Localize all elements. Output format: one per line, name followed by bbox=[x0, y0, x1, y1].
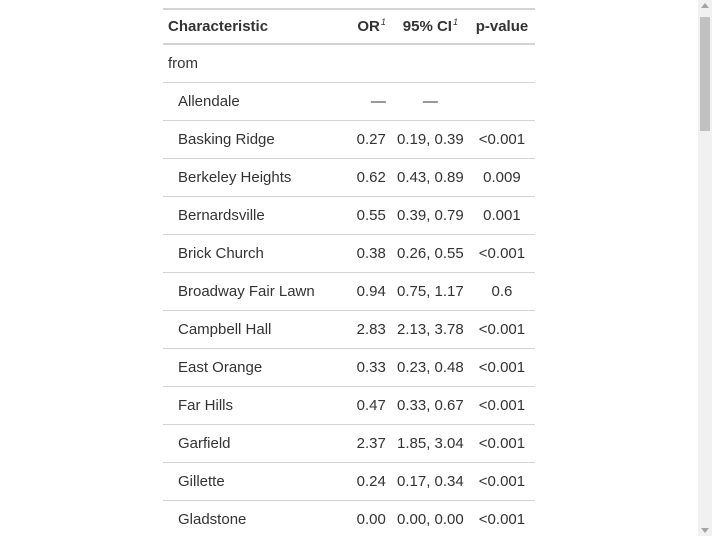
header-characteristic: Characteristic bbox=[163, 9, 349, 45]
row-p-value bbox=[468, 82, 535, 121]
header-p-value: p-value bbox=[468, 9, 535, 45]
row-or-value: 0.55 bbox=[348, 196, 392, 235]
row-p-value: <0.001 bbox=[468, 310, 535, 349]
row-or-value: 0.94 bbox=[348, 272, 392, 311]
table-row: Allendale — — bbox=[163, 82, 535, 121]
regression-table: Characteristic OR1 95% CI1 p-value from A… bbox=[163, 8, 535, 536]
table-body: from Allendale — — Basking Ridge 0.27 0.19, 0.… bbox=[163, 44, 535, 536]
regression-table-container: Characteristic OR1 95% CI1 p-value from A… bbox=[163, 8, 535, 536]
row-p-value: <0.001 bbox=[468, 500, 535, 536]
row-or-value: 0.38 bbox=[348, 234, 392, 273]
table-row: Gladstone 0.00 0.00, 0.00 <0.001 bbox=[163, 500, 535, 536]
header-p-value-label: p-value bbox=[475, 18, 529, 35]
row-label: Gillette bbox=[163, 462, 349, 501]
table-header: Characteristic OR1 95% CI1 p-value bbox=[163, 9, 535, 45]
row-ci-value: 0.00, 0.00 bbox=[391, 500, 469, 536]
table-row: East Orange 0.33 0.23, 0.48 <0.001 bbox=[163, 348, 535, 387]
table-row: Garfield 2.37 1.85, 3.04 <0.001 bbox=[163, 424, 535, 463]
row-p-value: <0.001 bbox=[468, 424, 535, 463]
header-or-label: OR bbox=[357, 18, 380, 35]
row-p-value: <0.001 bbox=[468, 462, 535, 501]
row-or-value: 2.37 bbox=[348, 424, 392, 463]
row-or-value: — bbox=[348, 82, 392, 121]
row-or-value: 0.27 bbox=[348, 120, 392, 159]
row-label: Gladstone bbox=[163, 500, 349, 536]
row-p-value: <0.001 bbox=[468, 234, 535, 273]
row-p-value: 0.6 bbox=[468, 272, 535, 311]
table-row: Brick Church 0.38 0.26, 0.55 <0.001 bbox=[163, 234, 535, 273]
row-label: Berkeley Heights bbox=[163, 158, 349, 197]
row-ci-value: 0.26, 0.55 bbox=[391, 234, 469, 273]
header-row: Characteristic OR1 95% CI1 p-value bbox=[163, 9, 535, 45]
header-ci-footnote: 1 bbox=[452, 17, 458, 27]
table-row: Broadway Fair Lawn 0.94 0.75, 1.17 0.6 bbox=[163, 272, 535, 311]
row-or-value: 2.83 bbox=[348, 310, 392, 349]
table-row: Gillette 0.24 0.17, 0.34 <0.001 bbox=[163, 462, 535, 501]
row-or-value: 0.24 bbox=[348, 462, 392, 501]
row-label: Allendale bbox=[163, 82, 349, 121]
table-row: Campbell Hall 2.83 2.13, 3.78 <0.001 bbox=[163, 310, 535, 349]
row-ci-value: 0.75, 1.17 bbox=[391, 272, 469, 311]
row-or-value: 0.33 bbox=[348, 348, 392, 387]
row-label: Brick Church bbox=[163, 234, 349, 273]
row-ci-value: 0.43, 0.89 bbox=[391, 158, 469, 197]
row-or-value: 0.62 bbox=[348, 158, 392, 197]
row-ci-value: 0.39, 0.79 bbox=[391, 196, 469, 235]
row-ci-value: 0.33, 0.67 bbox=[391, 386, 469, 425]
row-p-value: <0.001 bbox=[468, 386, 535, 425]
row-ci-value: 1.85, 3.04 bbox=[391, 424, 469, 463]
row-ci-value: 2.13, 3.78 bbox=[391, 310, 469, 349]
row-label: from bbox=[163, 44, 349, 83]
row-label: Campbell Hall bbox=[163, 310, 349, 349]
header-characteristic-label: Characteristic bbox=[168, 18, 269, 35]
table-row: Bernardsville 0.55 0.39, 0.79 0.001 bbox=[163, 196, 535, 235]
row-ci-value: 0.23, 0.48 bbox=[391, 348, 469, 387]
row-label: Garfield bbox=[163, 424, 349, 463]
chevron-down-icon[interactable] bbox=[701, 528, 709, 533]
header-ci: 95% CI1 bbox=[391, 9, 469, 45]
row-ci-value: 0.19, 0.39 bbox=[391, 120, 469, 159]
header-or-footnote: 1 bbox=[380, 17, 386, 27]
row-ci-value: 0.17, 0.34 bbox=[391, 462, 469, 501]
table-row: Far Hills 0.47 0.33, 0.67 <0.001 bbox=[163, 386, 535, 425]
table-row: Berkeley Heights 0.62 0.43, 0.89 0.009 bbox=[163, 158, 535, 197]
row-label: Basking Ridge bbox=[163, 120, 349, 159]
row-or-value: 0.47 bbox=[348, 386, 392, 425]
table-row: from bbox=[163, 44, 535, 83]
header-ci-label: 95% CI bbox=[402, 18, 452, 35]
row-label: Bernardsville bbox=[163, 196, 349, 235]
row-ci-value bbox=[391, 44, 469, 83]
row-p-value bbox=[468, 44, 535, 83]
row-label: Far Hills bbox=[163, 386, 349, 425]
row-p-value: 0.001 bbox=[468, 196, 535, 235]
row-label: East Orange bbox=[163, 348, 349, 387]
vertical-scrollbar[interactable] bbox=[698, 0, 712, 536]
row-or-value bbox=[348, 44, 392, 83]
row-or-value: 0.00 bbox=[348, 500, 392, 536]
row-p-value: 0.009 bbox=[468, 158, 535, 197]
table-row: Basking Ridge 0.27 0.19, 0.39 <0.001 bbox=[163, 120, 535, 159]
row-label: Broadway Fair Lawn bbox=[163, 272, 349, 311]
chevron-up-icon[interactable] bbox=[701, 3, 709, 8]
row-p-value: <0.001 bbox=[468, 120, 535, 159]
header-or: OR1 bbox=[348, 9, 392, 45]
scrollbar-thumb[interactable] bbox=[700, 17, 710, 131]
row-p-value: <0.001 bbox=[468, 348, 535, 387]
row-ci-value: — bbox=[391, 82, 469, 121]
